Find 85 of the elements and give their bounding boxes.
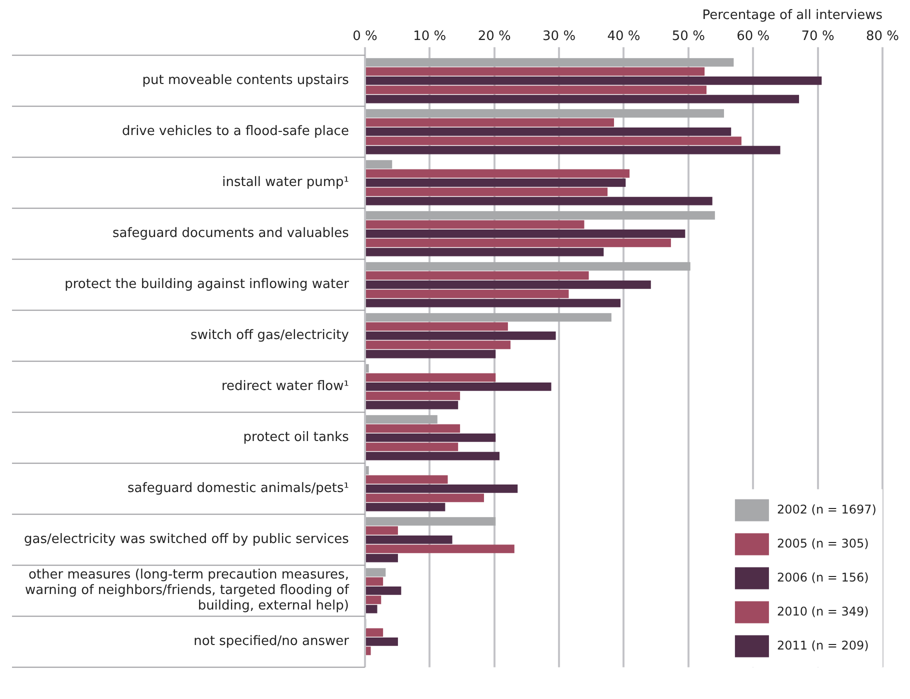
y-tick-label: switch off gas/electricity	[190, 328, 350, 344]
x-tick-label: 40 %	[607, 28, 640, 44]
bar	[366, 94, 800, 104]
legend-label: 2006 (n = 156)	[776, 570, 869, 584]
bar	[366, 188, 608, 196]
bar	[366, 262, 690, 271]
bar	[366, 596, 382, 604]
bar	[366, 637, 398, 646]
bar	[366, 127, 732, 136]
bar	[366, 452, 500, 460]
bar	[366, 290, 569, 298]
bar	[366, 392, 460, 400]
bar	[366, 280, 651, 289]
bar	[366, 248, 604, 256]
bar	[366, 475, 448, 484]
bar	[366, 364, 369, 373]
bar	[366, 271, 589, 280]
bar	[366, 298, 620, 308]
y-tick-label: safeguard documents and valuables	[112, 226, 350, 242]
y-tick-label: protect oil tanks	[243, 430, 350, 446]
bar	[366, 577, 384, 586]
bar	[366, 502, 446, 512]
x-tick-label: 30 %	[542, 28, 576, 44]
bar	[366, 238, 671, 248]
bar	[366, 484, 518, 493]
y-tick-label: safeguard domestic animals/pets¹	[128, 481, 349, 496]
bar	[366, 146, 780, 154]
legend-label: 2011 (n = 209)	[776, 638, 869, 652]
bar	[366, 178, 626, 187]
bar	[366, 76, 822, 85]
y-tick-label: other measures (long-term precaution measures, warning of neighbors/friends, targeted flooding of building, external help)	[24, 567, 350, 614]
bar	[366, 331, 556, 340]
bar	[366, 109, 724, 118]
bar	[366, 568, 386, 577]
bar	[366, 526, 398, 535]
y-tick-label: redirect water flow¹	[221, 379, 349, 394]
y-tick-label: gas/electricity was switched off by public services	[24, 532, 350, 548]
bar	[366, 382, 552, 391]
bar	[366, 442, 458, 452]
y-tick-label: put moveable contents upstairs	[142, 73, 350, 88]
bar	[366, 340, 511, 350]
bar	[366, 136, 742, 146]
bar	[366, 586, 402, 595]
legend-label: 2005 (n = 305)	[776, 536, 869, 550]
y-tick-label: install water pump¹	[222, 175, 349, 190]
bar	[366, 229, 686, 238]
bar	[366, 400, 458, 410]
bar	[366, 373, 496, 382]
bar	[366, 313, 612, 322]
bar	[366, 86, 707, 94]
bar	[366, 466, 369, 475]
legend-label: 2010 (n = 349)	[776, 604, 869, 618]
bar	[366, 322, 508, 331]
bar	[366, 517, 496, 526]
bar	[366, 67, 705, 76]
bar	[366, 604, 378, 614]
bar	[366, 424, 460, 433]
bar	[366, 415, 438, 424]
bar	[366, 220, 584, 229]
bar	[366, 169, 630, 178]
x-tick-label: 50 %	[672, 28, 705, 44]
bar	[366, 196, 712, 206]
x-tick-label: 20 %	[478, 28, 511, 44]
y-tick-label: not specified/no answer	[194, 634, 350, 650]
x-tick-label: 80 %	[866, 28, 899, 44]
legend-label: 2002 (n = 1697)	[776, 502, 876, 516]
bar	[366, 628, 384, 637]
bar	[366, 535, 452, 544]
y-tick-label: drive vehicles to a flood-safe place	[122, 124, 349, 140]
y-tick-label: protect the building against inflowing water	[64, 277, 350, 292]
bar	[366, 544, 514, 554]
bar	[366, 646, 371, 656]
bar	[366, 494, 484, 502]
bar	[366, 118, 614, 127]
x-axis-title: Percentage of all interviews	[702, 8, 883, 24]
x-tick-label: 70 %	[801, 28, 834, 44]
bar	[366, 58, 734, 67]
x-tick-label: 60 %	[736, 28, 770, 44]
bar	[366, 160, 392, 169]
bar	[366, 350, 496, 358]
x-tick-label: 0 %	[352, 28, 378, 44]
x-tick-label: 10 %	[413, 28, 446, 44]
bar	[366, 554, 398, 562]
bar	[366, 433, 496, 442]
bar	[366, 211, 715, 220]
